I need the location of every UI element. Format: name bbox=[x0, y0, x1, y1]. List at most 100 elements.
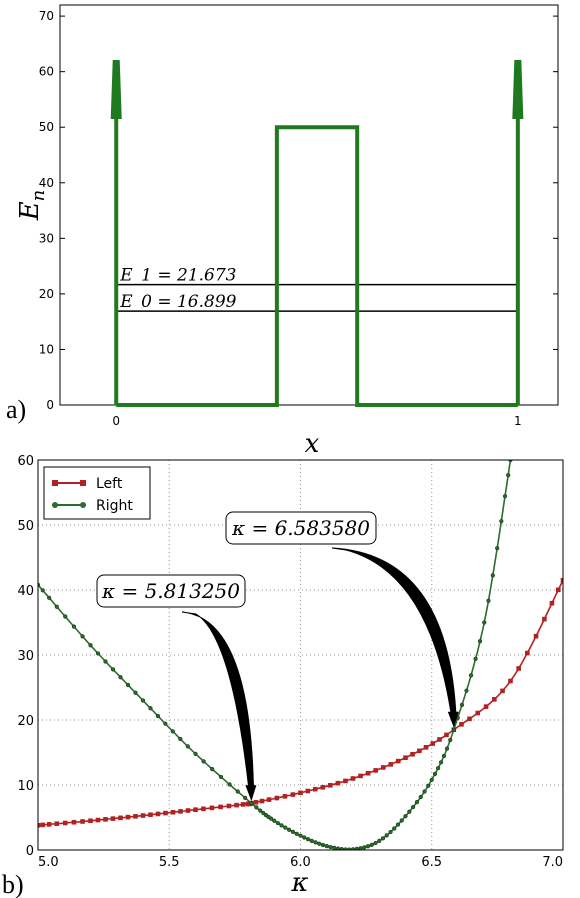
series-marker bbox=[298, 790, 303, 796]
series-marker bbox=[380, 836, 386, 841]
series-marker bbox=[549, 600, 555, 606]
series-marker bbox=[40, 588, 45, 593]
series-marker bbox=[468, 673, 474, 678]
series-marker bbox=[62, 820, 68, 826]
series-marker bbox=[234, 802, 239, 808]
series-marker bbox=[384, 833, 389, 838]
series-marker bbox=[201, 759, 206, 764]
series-marker bbox=[403, 755, 408, 761]
series-marker bbox=[71, 819, 77, 825]
series-marker bbox=[286, 827, 292, 832]
series-marker bbox=[47, 595, 52, 600]
series-marker bbox=[155, 811, 161, 817]
panel-b-frame bbox=[37, 459, 564, 851]
series-marker bbox=[426, 783, 431, 788]
series-marker bbox=[80, 634, 85, 639]
series-marker bbox=[148, 812, 153, 818]
series-marker bbox=[444, 732, 449, 738]
series-marker bbox=[218, 804, 223, 810]
series-marker bbox=[555, 587, 561, 593]
series-marker bbox=[328, 782, 333, 788]
series-marker bbox=[560, 577, 563, 583]
series-marker bbox=[95, 817, 101, 823]
series-marker bbox=[305, 788, 311, 794]
series-marker bbox=[506, 473, 511, 478]
series-marker bbox=[365, 770, 371, 776]
series-marker bbox=[436, 766, 441, 771]
series-marker bbox=[490, 573, 495, 578]
series-marker bbox=[482, 620, 487, 625]
series-marker bbox=[464, 688, 469, 693]
series-marker bbox=[243, 795, 248, 800]
y-tick-label: 20 bbox=[17, 714, 34, 729]
series-marker bbox=[320, 842, 326, 848]
y-tick-label: 50 bbox=[17, 519, 34, 534]
legend-label: Left bbox=[96, 476, 123, 492]
series-marker bbox=[324, 843, 329, 849]
series-marker bbox=[317, 841, 322, 846]
series-marker bbox=[502, 494, 508, 499]
series-marker bbox=[290, 792, 296, 797]
series-marker bbox=[437, 737, 442, 742]
series-marker bbox=[40, 822, 46, 828]
series-marker bbox=[328, 844, 333, 850]
annotation-arrowhead bbox=[447, 711, 459, 728]
y-tick-label: 20 bbox=[39, 287, 54, 301]
series-marker bbox=[170, 729, 175, 734]
series-marker bbox=[209, 805, 215, 811]
series-marker bbox=[350, 847, 356, 850]
series-marker bbox=[283, 825, 288, 830]
annotation-box bbox=[96, 574, 246, 608]
potential-line bbox=[116, 125, 518, 407]
y-tick-label: 40 bbox=[39, 176, 54, 190]
series-marker bbox=[103, 817, 108, 822]
panel-a-y-ticks: 0 10 20 30 40 50 60 70 bbox=[39, 9, 558, 412]
annotation-label: κ = 6.583580 bbox=[231, 516, 370, 540]
series-marker bbox=[407, 809, 412, 814]
series-marker bbox=[193, 751, 198, 756]
series-marker bbox=[118, 815, 123, 821]
annotation-arrow bbox=[331, 547, 457, 713]
annotation-box bbox=[225, 511, 377, 545]
series-marker bbox=[441, 753, 447, 759]
x-tick-label: 1 bbox=[514, 414, 522, 428]
series-marker bbox=[448, 737, 453, 743]
series-marker bbox=[133, 690, 138, 695]
series-marker bbox=[63, 614, 68, 619]
y-tick-label: 30 bbox=[17, 649, 34, 664]
series-marker bbox=[125, 682, 131, 688]
series-marker bbox=[185, 808, 191, 813]
annotation: κ = 6.583580 bbox=[225, 511, 459, 728]
legend-marker bbox=[52, 480, 58, 486]
y-tick-label: 70 bbox=[39, 9, 54, 23]
y-tick-label: 60 bbox=[17, 454, 34, 469]
series-marker bbox=[508, 678, 513, 684]
series-marker bbox=[486, 598, 491, 603]
annotation-label: κ = 5.813250 bbox=[101, 579, 240, 603]
series-marker bbox=[350, 776, 356, 781]
series-marker bbox=[392, 826, 397, 831]
series-marker bbox=[259, 798, 265, 804]
series-marker bbox=[418, 794, 423, 800]
series-marker bbox=[399, 818, 404, 823]
y-tick-label: 0 bbox=[46, 398, 54, 412]
series-marker bbox=[343, 778, 348, 784]
x-tick-label: 5.5 bbox=[159, 855, 180, 870]
series-marker bbox=[272, 818, 277, 823]
energy-level-label: E_0 = 16.899 bbox=[119, 292, 236, 312]
series-marker bbox=[467, 716, 472, 722]
series-marker bbox=[533, 633, 539, 639]
series-marker bbox=[542, 616, 547, 622]
panel-a-energy-levels: E_0 = 16.899 E_1 = 21.673 bbox=[116, 266, 518, 312]
series-marker bbox=[369, 842, 374, 847]
series-marker bbox=[163, 810, 168, 816]
series-marker bbox=[279, 823, 284, 828]
series-marker bbox=[365, 844, 371, 849]
series-marker bbox=[358, 773, 363, 779]
legend-marker bbox=[80, 480, 86, 486]
annotation: κ = 5.813250 bbox=[96, 574, 257, 802]
series-marker bbox=[459, 722, 464, 727]
series-marker bbox=[266, 797, 272, 802]
panel-b-chart: 0 10 20 30 40 50 60 5.0 5.5 6.0 6.5 7.0 κ = 5.8132… bbox=[17, 454, 564, 898]
